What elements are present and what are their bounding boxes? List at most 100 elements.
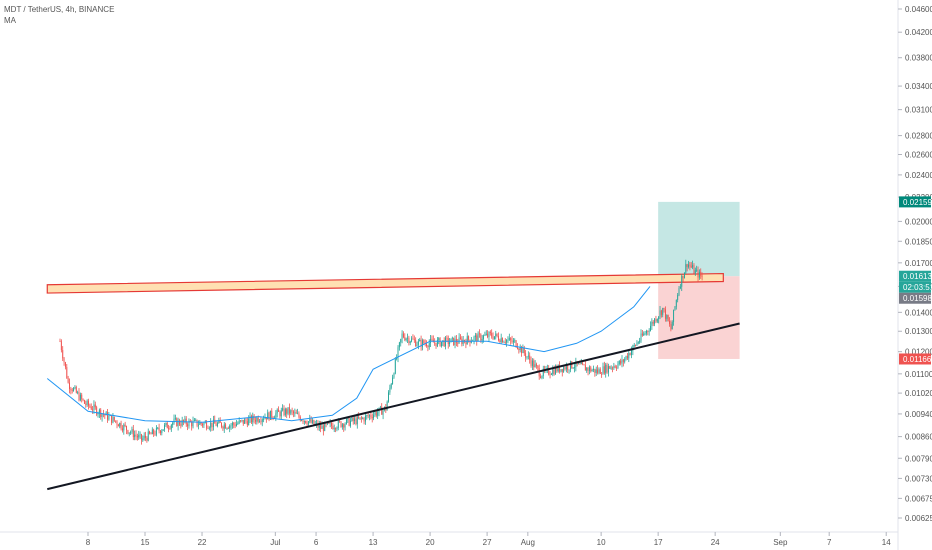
candle-body (397, 347, 399, 358)
candle-body (107, 412, 108, 420)
candle-body (409, 341, 411, 343)
candle-body (381, 406, 383, 415)
indicator-label[interactable]: MA (4, 16, 16, 25)
candle-body (481, 339, 483, 341)
candle-body (666, 315, 668, 319)
candle-body (561, 369, 563, 372)
price-tick-label: 0.04200 (905, 28, 932, 37)
price-badge-label: 0.01613 (903, 272, 932, 281)
price-badge-ma (899, 292, 931, 304)
time-axis[interactable]: 8 15 22 Jul 6 13 20 27 Aug 10 17 24 Sep 7 14 (86, 532, 891, 547)
candle-body (275, 413, 277, 418)
candle-body (517, 347, 518, 349)
candle-body (631, 350, 632, 355)
candle-body (225, 424, 227, 429)
candle-body (272, 417, 274, 419)
candle-body (527, 355, 529, 357)
candle-body (572, 367, 574, 369)
price-badge-label: 0.02159 (903, 198, 932, 207)
time-tick-label: 15 (141, 538, 150, 547)
candle-body (294, 412, 296, 414)
candle-body (548, 368, 550, 375)
candle-body (565, 365, 567, 370)
candle-body (692, 265, 694, 268)
candle-body (264, 417, 266, 419)
candle-body (536, 364, 537, 366)
candle-body (689, 264, 691, 266)
candle-body (109, 415, 111, 417)
candle-body (93, 404, 95, 410)
candle-body (324, 422, 326, 431)
candle-body (473, 336, 475, 341)
candle-body (420, 339, 422, 347)
candle-body (60, 341, 62, 351)
candle-body (282, 408, 284, 411)
candle-body (165, 422, 167, 426)
candle-body (350, 420, 351, 426)
candle-body (343, 424, 345, 428)
candle-body (664, 309, 666, 319)
candle-body (483, 335, 485, 340)
candle-body (59, 341, 61, 343)
candle-body (393, 373, 395, 378)
candle-body (580, 362, 582, 365)
price-tick-label: 0.01850 (905, 237, 932, 246)
candle-body (698, 271, 700, 278)
candle-body (663, 307, 665, 310)
candle-body (143, 435, 145, 439)
candle-body (67, 378, 69, 383)
candle-body (389, 387, 391, 393)
candle-body (633, 345, 635, 346)
candle-body (162, 429, 164, 431)
candle-body (347, 418, 349, 420)
target-zone[interactable] (658, 201, 740, 277)
candle-body (276, 409, 278, 414)
stop-zone[interactable] (658, 276, 740, 359)
candle-body (635, 345, 637, 346)
candle-body (154, 433, 156, 435)
candle-body (189, 420, 191, 423)
candle-body (299, 416, 301, 421)
price-tick-label: 0.00790 (905, 454, 932, 463)
trendline[interactable] (47, 322, 740, 491)
symbol-title[interactable]: MDT / TetherUS, 4h, BINANCE (4, 5, 115, 14)
candle-body (541, 375, 543, 379)
candle-body (318, 424, 320, 428)
candle-body (662, 307, 664, 315)
candle-body (390, 384, 392, 388)
price-badge-countdown (899, 281, 931, 293)
candle-body (386, 401, 388, 411)
candle-body (155, 427, 157, 435)
chart-pane[interactable] (46, 201, 740, 491)
candle-body (466, 336, 468, 345)
candle-body (64, 362, 66, 368)
candle-body (637, 342, 639, 344)
candle-body (492, 336, 494, 339)
candle-body (601, 373, 603, 375)
candle-body (484, 335, 486, 336)
price-axis[interactable]: 0.04600 0.04200 0.03800 0.03400 0.03100 0.028… (898, 5, 932, 523)
candle-body (474, 335, 476, 337)
candle-body (215, 423, 217, 426)
candle-body (332, 425, 334, 429)
candle-body (134, 434, 136, 438)
candle-body (491, 333, 493, 337)
time-tick-label: 17 (654, 538, 663, 547)
resistance-zone[interactable] (46, 272, 724, 294)
candle-body (325, 422, 327, 425)
candle-body (306, 423, 308, 425)
candle-body (174, 418, 176, 420)
candle-body (462, 340, 464, 344)
candle-body (700, 271, 702, 276)
price-tick-label: 0.00730 (905, 474, 932, 483)
candle-body (284, 409, 286, 416)
candle-body (97, 413, 99, 415)
price-badge-label: 02:03:51 (903, 283, 932, 292)
candle-body (250, 415, 252, 423)
candle-body (542, 368, 544, 376)
candle-body (124, 424, 126, 426)
candle-body (223, 424, 225, 429)
ma-line[interactable] (46, 286, 651, 423)
candle-body (514, 340, 516, 342)
